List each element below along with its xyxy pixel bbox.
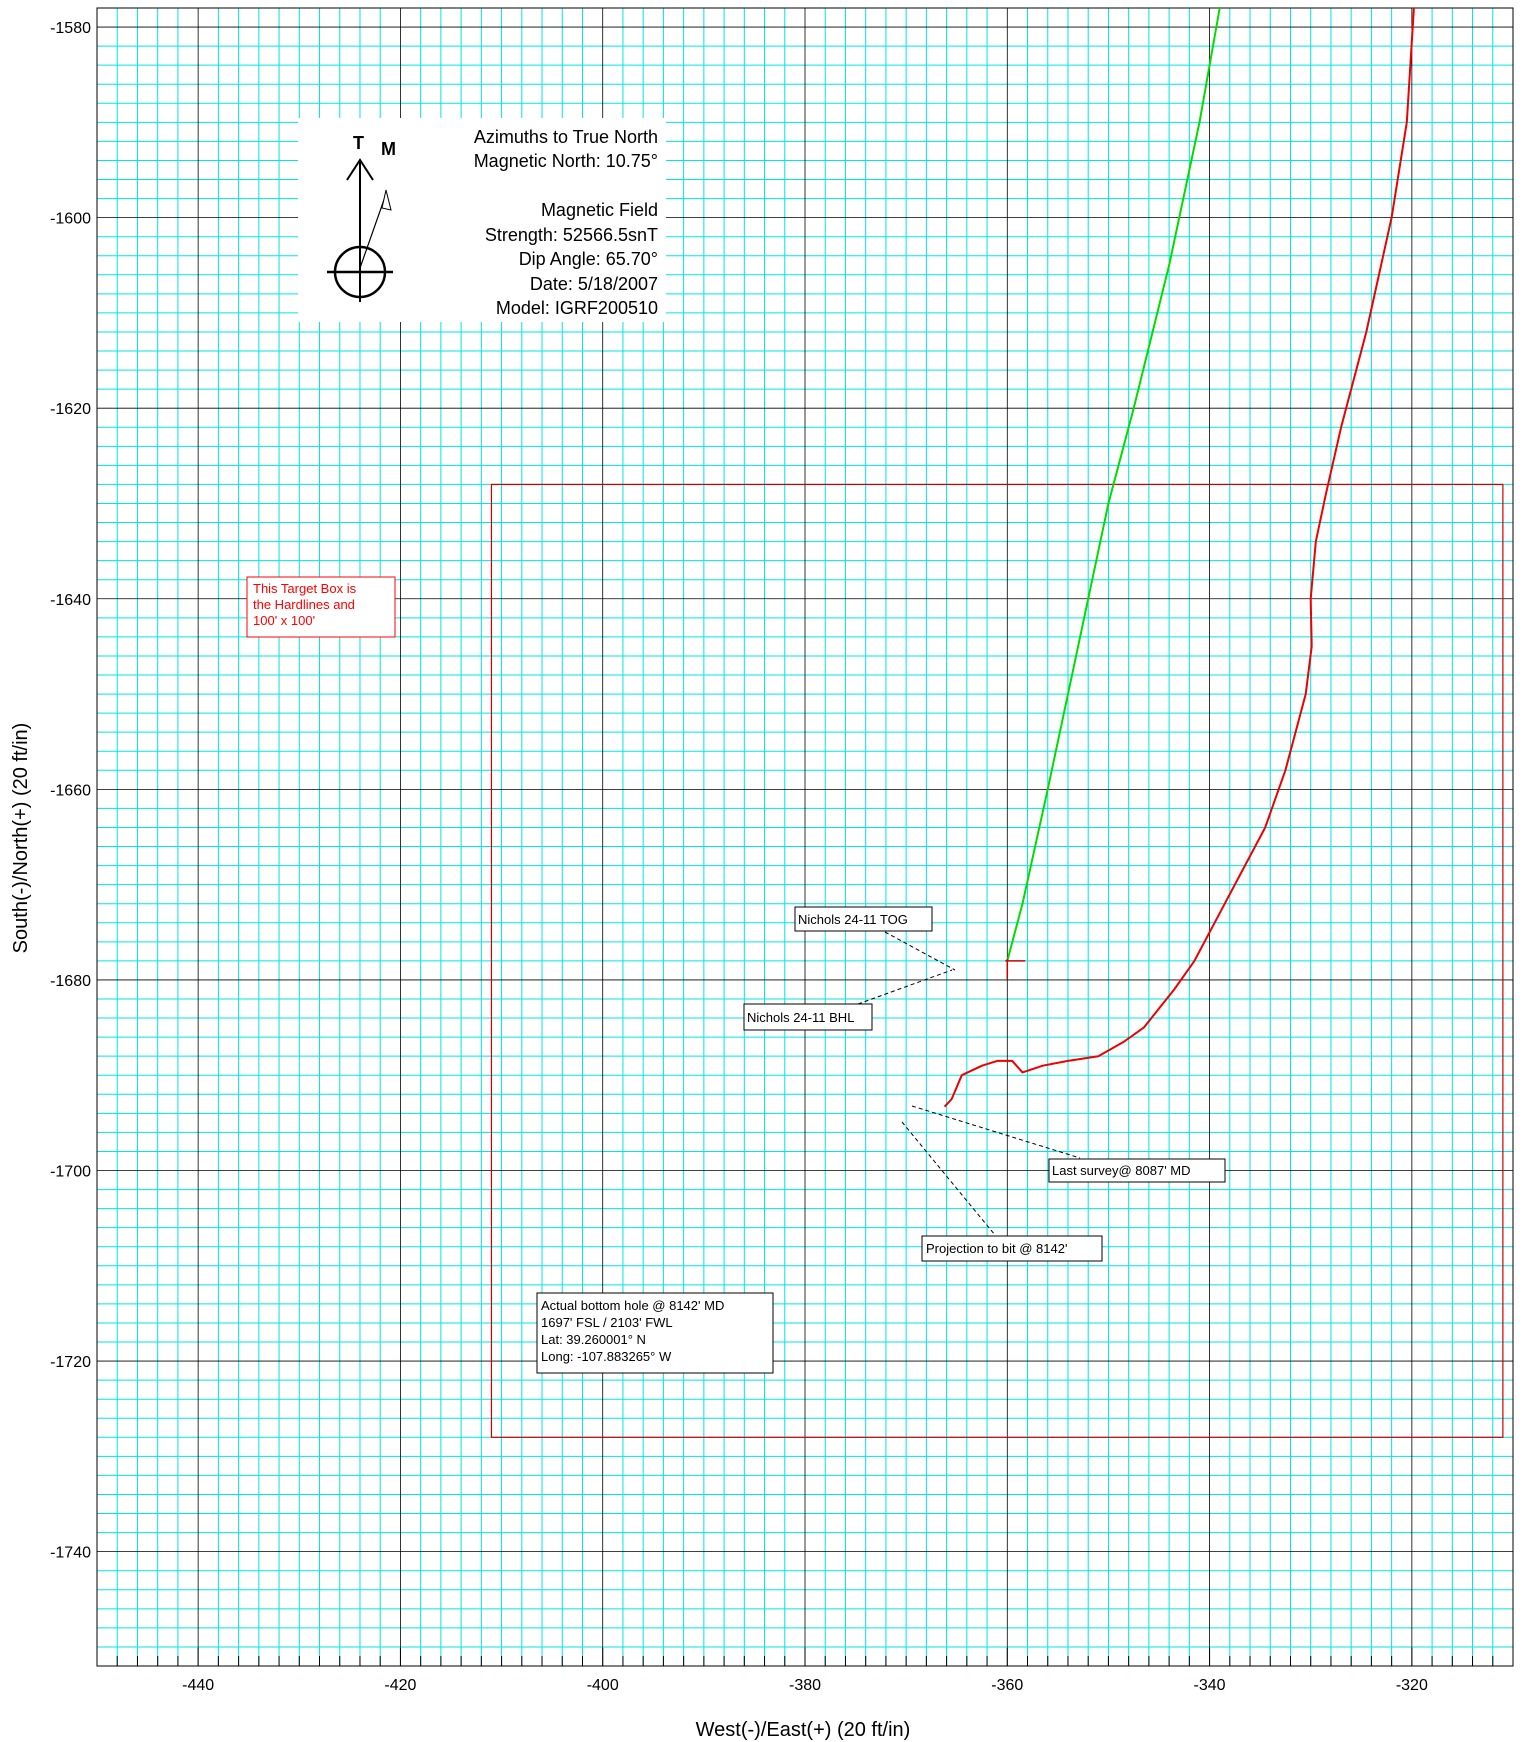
leader-last-survey <box>911 1105 1081 1159</box>
annotation-last-survey-text: Last survey@ 8087' MD <box>1052 1163 1191 1178</box>
annotation-box <box>794 906 933 932</box>
legend-line: Magnetic Field <box>541 200 658 220</box>
target-note-box <box>246 576 396 638</box>
true-north-label: T <box>353 133 364 153</box>
legend-line: Azimuths to True North <box>474 127 658 147</box>
x-tick-label: -420 <box>384 1677 416 1694</box>
target-note-line: the Hardlines and <box>253 597 355 612</box>
north-arrow-icon <box>327 158 393 302</box>
target-note: This Target Box is the Hardlines and 100… <box>246 576 396 638</box>
annotation-bhl-text: Nichols 24-11 BHL <box>747 1010 854 1025</box>
magnetic-north-label: M <box>381 139 396 159</box>
x-tick-label: -380 <box>789 1677 821 1694</box>
y-tick-label: -1700 <box>50 1164 91 1181</box>
annotation-tog: Nichols 24-11 TOG <box>794 906 933 932</box>
y-tick-label: -1740 <box>50 1545 91 1562</box>
target-box <box>490 483 1504 1438</box>
annotation-bhl: Nichols 24-11 BHL <box>743 1003 873 1031</box>
bottom-hole-box <box>536 1292 774 1374</box>
series-line-0 <box>1006 7 1221 962</box>
x-tick-label: -340 <box>1194 1677 1226 1694</box>
annotation-projection-text: Projection to bit @ 8142' <box>926 1241 1067 1256</box>
annotation-box <box>743 1003 873 1031</box>
legend-line: Model: IGRF200510 <box>496 298 658 318</box>
north-legend: T M Azimuths to True North Magnetic Nort… <box>298 118 666 322</box>
leader-tog <box>884 931 956 971</box>
x-tick-label: -400 <box>587 1677 619 1694</box>
bottom-hole-line: 1697' FSL / 2103' FWL <box>541 1315 673 1330</box>
bottom-hole-line: Actual bottom hole @ 8142' MD <box>541 1298 724 1313</box>
legend-line: Strength: 52566.5snT <box>485 225 658 245</box>
y-tick-label: -1600 <box>50 211 91 228</box>
x-tick-label: -440 <box>182 1677 214 1694</box>
leader-bhl <box>857 969 953 1005</box>
y-axis-label: South(-)/North(+) (20 ft/in) <box>10 723 32 954</box>
y-tick-label: -1720 <box>50 1354 91 1371</box>
target-note-line: This Target Box is <box>253 581 357 596</box>
y-tick-label: -1640 <box>50 592 91 609</box>
x-axis-label: West(-)/East(+) (20 ft/in) <box>696 1719 911 1741</box>
legend-line: Dip Angle: 65.70° <box>519 249 658 269</box>
x-tick-label: -320 <box>1396 1677 1428 1694</box>
x-tick-label: -360 <box>991 1677 1023 1694</box>
series-layer <box>943 7 1415 1108</box>
leader-projection <box>901 1121 996 1236</box>
bottom-hole-line: Long: -107.883265° W <box>541 1349 672 1364</box>
x-axis-ticks <box>96 1648 1514 1666</box>
marker-layer <box>1005 958 1026 979</box>
annotation-tog-text: Nichols 24-11 TOG <box>798 912 908 927</box>
legend-line: Magnetic North: 10.75° <box>474 151 658 171</box>
annotation-box <box>1048 1158 1226 1183</box>
y-tick-label: -1660 <box>50 782 91 799</box>
y-tick-label: -1580 <box>50 20 91 37</box>
annotation-box <box>921 1235 1103 1262</box>
legend-line: Date: 5/18/2007 <box>530 274 658 294</box>
annotation-projection: Projection to bit @ 8142' <box>921 1235 1103 1262</box>
y-tick-labels: -1580 -1600 -1620 -1640 -1660 -1680 -1700 -1720… <box>50 20 91 1562</box>
annotation-last-survey: Last survey@ 8087' MD <box>1048 1158 1226 1183</box>
series-line-1 <box>943 7 1415 1108</box>
y-tick-label: -1680 <box>50 973 91 990</box>
leader-lines <box>857 931 1081 1236</box>
bottom-hole-line: Lat: 39.260001° N <box>541 1332 646 1347</box>
x-tick-labels: -440 -420 -400 -380 -360 -340 -320 <box>182 1677 1428 1694</box>
major-grid <box>97 8 1513 1666</box>
target-note-line: 100' x 100' <box>253 613 315 628</box>
bottom-hole-info: Actual bottom hole @ 8142' MD 1697' FSL … <box>536 1292 774 1374</box>
y-tick-label: -1620 <box>50 401 91 418</box>
